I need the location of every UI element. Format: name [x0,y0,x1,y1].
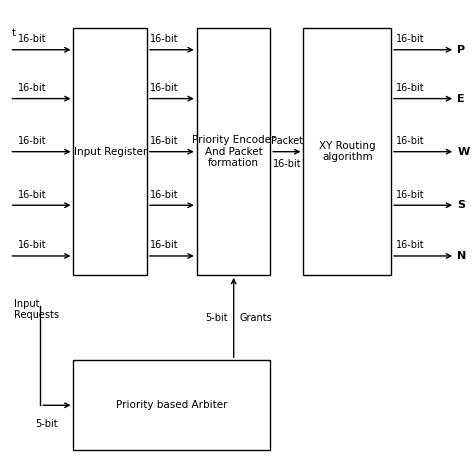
Text: 16-bit: 16-bit [396,240,425,250]
Text: 16-bit: 16-bit [150,34,179,44]
Text: E: E [457,93,465,104]
Text: 5-bit: 5-bit [205,312,228,323]
Text: 16-bit: 16-bit [18,34,46,44]
Text: 5-bit: 5-bit [35,419,58,429]
Text: 16-bit: 16-bit [396,83,425,93]
Text: Input
Requests: Input Requests [14,299,59,320]
Text: 16-bit: 16-bit [150,240,179,250]
Text: 16-bit: 16-bit [150,190,179,200]
Text: 16-bit: 16-bit [18,136,46,146]
Bar [73,28,147,275]
Bar [73,360,270,450]
Text: 16-bit: 16-bit [150,83,179,93]
Bar [303,28,391,275]
Text: 16-bit: 16-bit [18,190,46,200]
Text: 16-bit: 16-bit [396,34,425,44]
Text: 16-bit: 16-bit [396,136,425,146]
Text: XY Routing
algorithm: XY Routing algorithm [319,141,375,163]
Text: 16-bit: 16-bit [396,190,425,200]
Text: 16-bit: 16-bit [18,240,46,250]
Text: Packet: Packet [271,136,303,146]
Text: P: P [457,45,465,55]
Text: Priority based Arbiter: Priority based Arbiter [116,400,228,410]
Text: 16-bit: 16-bit [273,159,301,169]
Bar [197,28,270,275]
Text: Input Register: Input Register [73,146,147,157]
Text: W: W [457,146,470,157]
Text: Grants: Grants [239,312,272,323]
Text: 16-bit: 16-bit [18,83,46,93]
Text: 16-bit: 16-bit [150,136,179,146]
Text: S: S [457,200,465,210]
Text: N: N [457,251,467,261]
Text: t: t [12,28,16,38]
Text: Priority Encoder
And Packet
formation: Priority Encoder And Packet formation [192,135,275,168]
